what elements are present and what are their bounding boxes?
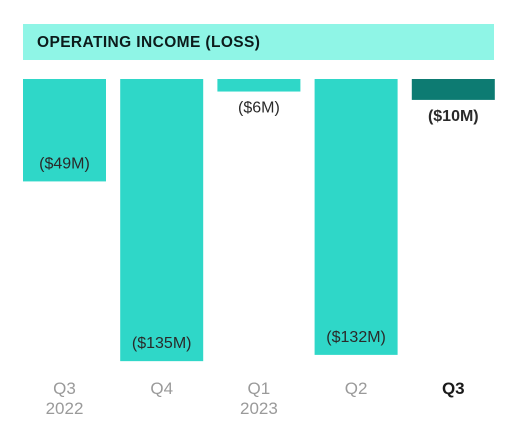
- bar-2: [120, 79, 204, 362]
- category-label-4: Q2: [345, 379, 368, 398]
- category-label-2: Q4: [150, 379, 173, 398]
- data-label-5: ($10M): [428, 108, 479, 125]
- category-label-5: Q3: [442, 379, 465, 398]
- year-label-3: 2023: [240, 399, 278, 418]
- bar-5: [411, 79, 495, 100]
- bar-1: [23, 79, 106, 182]
- category-label-1: Q3: [53, 379, 76, 398]
- category-label-3: Q1: [248, 379, 271, 398]
- data-label-4: ($132M): [326, 329, 386, 346]
- data-label-2: ($135M): [132, 335, 192, 352]
- bar-4: [314, 79, 398, 355]
- data-label-3: ($6M): [238, 100, 280, 117]
- year-label-1: 2022: [46, 399, 84, 418]
- chart-title-band: OPERATING INCOME (LOSS): [23, 24, 494, 60]
- chart-title: OPERATING INCOME (LOSS): [37, 34, 261, 51]
- data-label-1: ($49M): [39, 155, 90, 172]
- bar-3: [217, 79, 301, 92]
